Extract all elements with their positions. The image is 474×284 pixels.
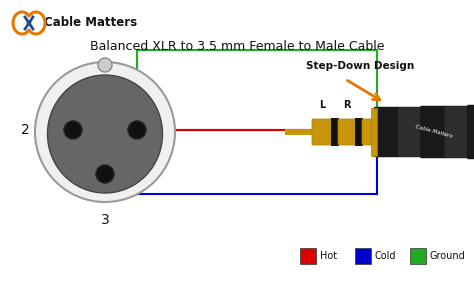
Bar [331,118,339,146]
Bar [371,108,377,156]
Text: L: L [319,100,325,110]
Bar [355,248,371,264]
Circle shape [96,165,114,183]
Text: Balanced XLR to 3.5 mm Female to Male Cable: Balanced XLR to 3.5 mm Female to Male Ca… [90,39,384,53]
Ellipse shape [47,75,163,193]
Text: 1: 1 [151,123,159,137]
Text: Cable Matters: Cable Matters [44,16,137,30]
Circle shape [64,121,82,139]
Text: Cold: Cold [375,251,396,261]
Text: 3: 3 [100,213,109,227]
FancyBboxPatch shape [420,106,446,158]
FancyBboxPatch shape [374,107,399,157]
Circle shape [98,58,112,72]
Circle shape [27,20,31,26]
FancyBboxPatch shape [444,106,469,158]
FancyBboxPatch shape [338,119,356,145]
Bar [410,248,426,264]
Bar [300,248,316,264]
FancyBboxPatch shape [467,105,474,159]
Circle shape [35,62,175,202]
Bar [285,129,313,135]
Text: 2: 2 [21,123,29,137]
Text: R: R [343,100,351,110]
Text: Step-Down Design: Step-Down Design [306,61,414,71]
Text: Hot: Hot [320,251,337,261]
Text: Cable Matters: Cable Matters [415,125,453,139]
Text: Ground: Ground [430,251,466,261]
Bar [355,118,363,146]
FancyBboxPatch shape [362,119,376,145]
FancyBboxPatch shape [397,107,423,157]
Circle shape [128,121,146,139]
FancyBboxPatch shape [312,119,332,145]
